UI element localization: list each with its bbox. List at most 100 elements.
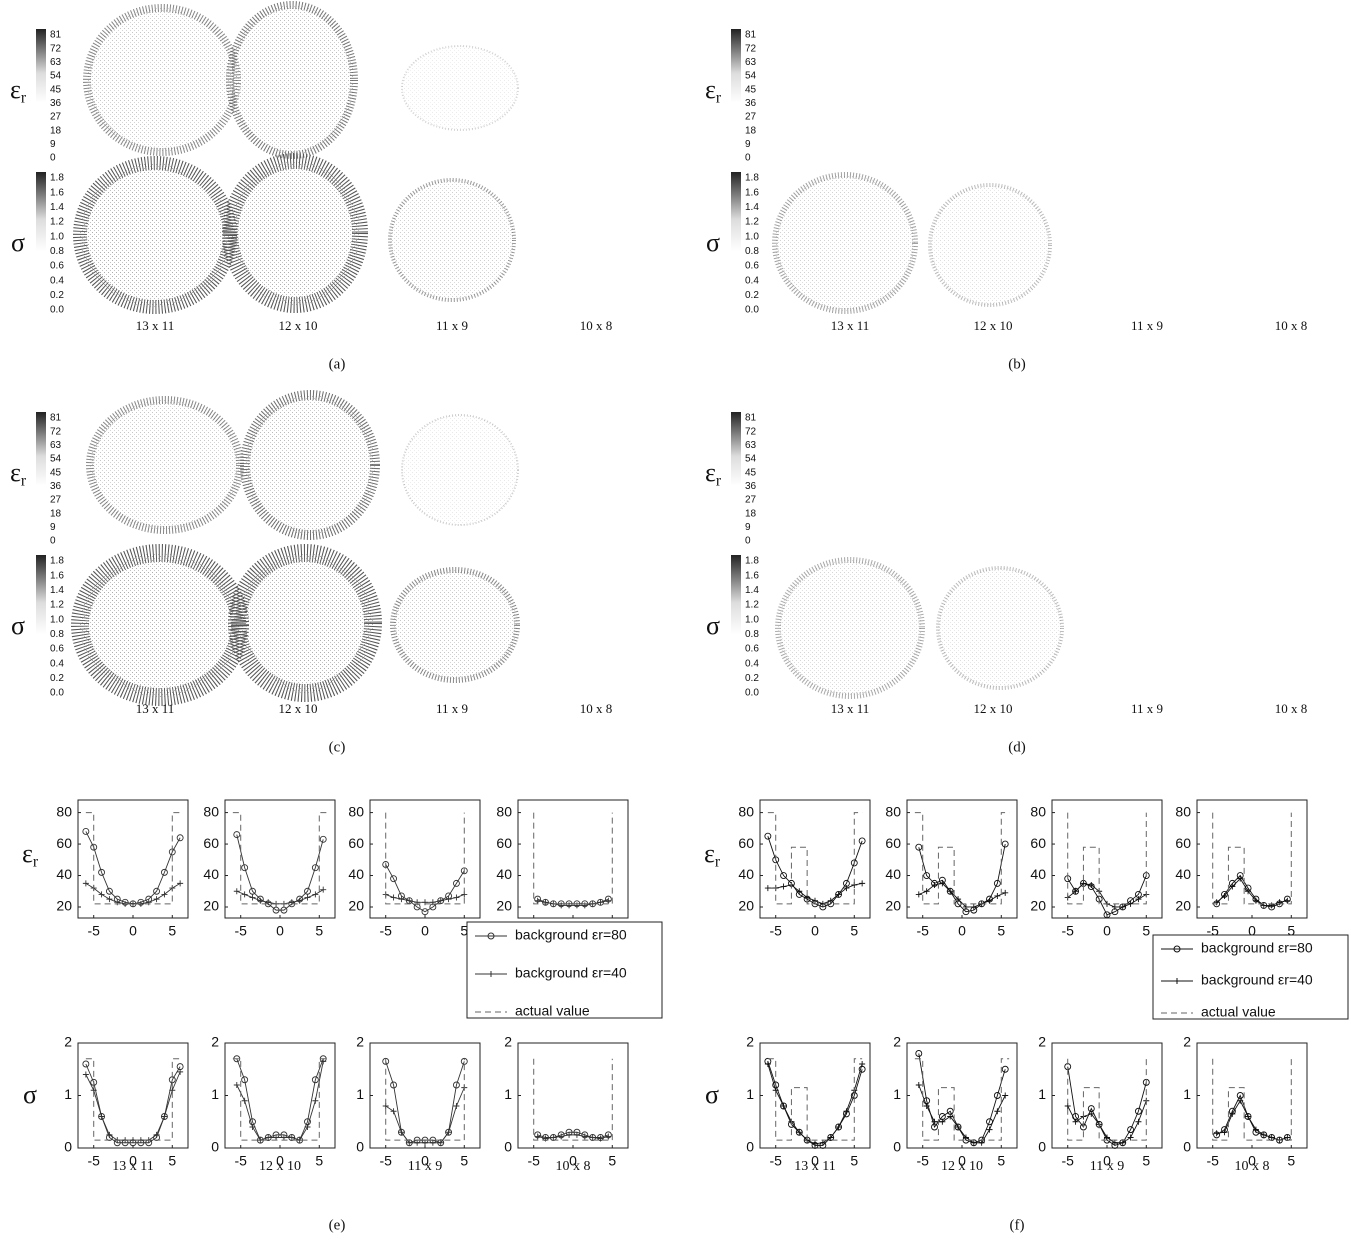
plus-marker: [312, 891, 319, 898]
actual-line: [232, 1058, 328, 1141]
y-tick-label: 0: [356, 1139, 364, 1155]
plus-marker: [398, 1129, 405, 1136]
plus-marker: [429, 1139, 436, 1146]
y-tick-label: 60: [56, 835, 72, 851]
circle-marker: [1127, 1126, 1135, 1134]
actual-line: [1067, 812, 1147, 905]
colorbar-tick-label: 0.6: [745, 644, 759, 655]
x-tick-label: 0: [421, 923, 429, 939]
plus-marker: [986, 897, 993, 904]
y-tick-label: 2: [1183, 1034, 1191, 1050]
y-tick-label: 60: [738, 835, 754, 851]
y-tick-label: 2: [504, 1034, 512, 1050]
circle-marker: [858, 837, 866, 845]
x-tick-label: 5: [460, 923, 468, 939]
colorbar-tick-label: 1.0: [50, 614, 64, 625]
colorbar-tick-label: 1.8: [50, 556, 64, 567]
speckle-image: [930, 185, 1050, 305]
plus-marker: [843, 1108, 850, 1115]
speckle-edge: [226, 1, 358, 159]
legend-marker: [1174, 978, 1180, 984]
plus-marker: [931, 881, 938, 888]
plus-marker: [161, 891, 168, 898]
row-symbol: σ: [705, 1080, 719, 1109]
speckle-edge: [401, 45, 519, 131]
y-tick-label: 0: [1038, 1139, 1046, 1155]
speckle-image: [778, 560, 922, 696]
plus-marker: [1127, 1134, 1134, 1141]
colorbar-tick-label: 1.4: [50, 585, 64, 596]
colorbar-tick-label: 0.4: [745, 275, 759, 286]
series-line: [1216, 877, 1288, 906]
plus-marker: [1111, 1139, 1118, 1146]
actual-line: [533, 1058, 613, 1141]
colorbar-tick-label: 1.6: [745, 187, 759, 198]
series-line: [1067, 875, 1147, 916]
speckle-image: [245, 395, 375, 535]
colorbar-tick-label: 72: [50, 426, 62, 437]
legend-label: background εr=40: [515, 965, 627, 981]
x-tick-label: -5: [527, 1153, 540, 1169]
colorbar-tick-label: 36: [745, 481, 757, 492]
column-label: 13 x 11: [112, 1159, 153, 1174]
plus-marker: [1284, 1134, 1291, 1141]
speckle-edge: [240, 390, 380, 540]
plus-marker: [534, 897, 541, 904]
subscript: r: [716, 89, 722, 106]
column-label: 12 x 10: [941, 1159, 983, 1174]
plus-marker: [819, 1139, 826, 1146]
plus-marker: [1088, 1110, 1095, 1117]
plus-marker: [304, 894, 311, 901]
plus-marker: [597, 899, 604, 906]
x-tick-label: 5: [997, 923, 1005, 939]
row-symbol: εr: [22, 839, 39, 870]
series-line: [1216, 1099, 1288, 1141]
y-tick-label: 40: [1175, 866, 1191, 882]
colorbar-tick-label: 1.8: [745, 556, 759, 567]
plus-marker: [1268, 1134, 1275, 1141]
circle-marker: [241, 864, 249, 872]
colorbar-tick-label: 54: [745, 454, 757, 465]
circle-marker: [915, 1050, 923, 1057]
colorbar-tick-label: 1.6: [50, 570, 64, 581]
colorbar-tick-label: 0.2: [745, 290, 759, 301]
y-tick-label: 1: [746, 1086, 754, 1102]
actual-line: [914, 812, 1010, 905]
colorbar-tick-label: 0.4: [745, 658, 759, 669]
column-label: 13 x 11: [831, 701, 870, 716]
colorbar: [731, 412, 741, 486]
circle-marker: [764, 832, 772, 840]
plus-marker: [915, 891, 922, 898]
column-label: 11 x 9: [436, 701, 468, 716]
plus-marker: [605, 1133, 612, 1140]
colorbar-tick-label: 9: [50, 139, 56, 150]
legend-marker: [1173, 945, 1181, 953]
x-tick-label: -5: [379, 1153, 392, 1169]
plus-marker: [177, 1068, 184, 1075]
x-tick-label: 0: [958, 1153, 966, 1169]
row-symbol: εr: [704, 839, 721, 870]
row-symbol: εr: [705, 458, 722, 489]
y-tick-label: 1: [211, 1086, 219, 1102]
plus-marker: [1135, 1118, 1142, 1125]
colorbar-tick-label: 27: [745, 495, 757, 506]
actual-line: [767, 812, 863, 905]
row-symbol: εr: [10, 75, 27, 106]
plus-marker: [581, 1133, 588, 1140]
plus-marker: [257, 897, 264, 904]
speckle-edge: [222, 153, 368, 313]
circle-marker: [311, 1076, 319, 1084]
plus-marker: [82, 880, 89, 887]
column-label: 13 x 11: [136, 318, 175, 333]
plot-frame: [1051, 799, 1163, 919]
colorbar-tick-label: 1.0: [50, 231, 64, 242]
column-label: 10 x 8: [580, 318, 613, 333]
circle-marker: [1103, 911, 1111, 919]
plus-marker: [233, 1082, 240, 1088]
colorbar-tick-label: 63: [50, 57, 62, 68]
plus-marker: [1252, 1126, 1259, 1133]
subscript: r: [716, 472, 722, 489]
x-tick-label: -5: [916, 1153, 929, 1169]
